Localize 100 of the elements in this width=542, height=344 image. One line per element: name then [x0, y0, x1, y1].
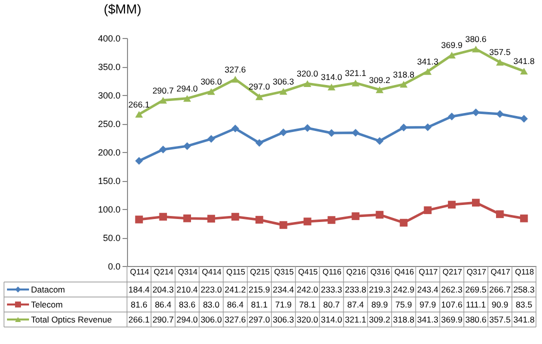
point — [159, 212, 167, 221]
data-label: 262.3 — [441, 284, 463, 294]
data-label: 86.4 — [154, 300, 172, 310]
point — [231, 212, 240, 221]
point — [328, 216, 336, 224]
x-tick-label: Q314 — [178, 268, 198, 276]
data-label: 266.7 — [489, 284, 511, 294]
point — [376, 137, 384, 145]
point — [183, 142, 192, 150]
point — [255, 93, 264, 100]
data-label: 266.1 — [128, 314, 150, 324]
point — [376, 86, 384, 94]
point — [231, 76, 240, 83]
data-label: 204.3 — [152, 284, 174, 294]
point — [352, 212, 360, 220]
text: 320.0 — [296, 68, 318, 79]
data-label: 83.0 — [202, 300, 220, 310]
data-label: 111.1 — [466, 300, 486, 310]
point — [280, 128, 288, 136]
x-tick-label: Q416 — [394, 268, 415, 276]
point — [280, 221, 288, 229]
data-label: 357.5 — [489, 314, 511, 324]
point — [328, 84, 336, 90]
data-label: 241.2 — [224, 284, 246, 294]
x-tick-label: Q216 — [346, 268, 366, 276]
data-label: 233.8 — [344, 284, 366, 294]
y-tick-label: 400.0 — [98, 34, 120, 44]
x-tick-label: Q317 — [466, 268, 487, 276]
data-label: 380.6 — [465, 314, 487, 324]
data-label: 81.1 — [251, 300, 268, 310]
data-label: 242.0 — [296, 284, 318, 294]
text: 341.3 — [417, 56, 438, 66]
point — [304, 80, 312, 87]
point — [448, 112, 456, 120]
data-label: 243.4 — [417, 284, 439, 294]
data-label: 86.4 — [226, 300, 244, 310]
y-tick-label: 200.0 — [98, 148, 120, 158]
data-label: 215.9 — [248, 284, 270, 294]
point — [255, 216, 264, 224]
text: 309.2 — [368, 74, 390, 85]
point — [448, 200, 456, 209]
x-tick-label: Q214 — [154, 268, 174, 276]
point — [183, 214, 192, 222]
point — [207, 135, 216, 143]
text: 297.0 — [248, 82, 270, 92]
point — [496, 110, 504, 118]
point — [159, 96, 167, 104]
data-label: 75.9 — [395, 300, 412, 310]
data-label: 258.3 — [513, 284, 535, 294]
point — [135, 216, 143, 224]
point — [328, 129, 336, 137]
legend-label: Telecom — [31, 300, 63, 310]
point — [472, 46, 480, 52]
text: 290.7 — [152, 85, 174, 96]
point — [135, 110, 143, 118]
data-label: 107.6 — [441, 300, 463, 310]
data-label: 80.7 — [323, 300, 340, 310]
data-label: 83.5 — [516, 300, 533, 310]
point — [231, 124, 240, 132]
y-tick-label: 250.0 — [98, 119, 120, 129]
data-label: 306.0 — [200, 314, 222, 324]
data-label: 223.0 — [200, 284, 222, 294]
data-label: 78.1 — [299, 300, 316, 310]
data-label: 321.1 — [344, 314, 366, 324]
point — [496, 58, 504, 66]
data-label: 234.4 — [272, 284, 294, 294]
point — [183, 95, 192, 102]
x-tick-label: Q415 — [298, 268, 318, 276]
text: 369.9 — [441, 40, 462, 50]
data-label: 327.6 — [224, 314, 246, 324]
data-label: 184.4 — [128, 284, 150, 294]
data-label: 306.3 — [272, 314, 294, 324]
point — [424, 68, 432, 75]
text: 341.8 — [513, 56, 535, 66]
point — [496, 210, 504, 218]
text: 380.6 — [465, 34, 486, 44]
data-label: 97.9 — [419, 300, 436, 310]
x-tick-label: Q115 — [226, 268, 246, 276]
point — [472, 108, 480, 116]
data-label: 341.3 — [417, 314, 439, 324]
text: 306.3 — [272, 76, 294, 86]
text: 318.8 — [393, 69, 414, 80]
point — [424, 123, 432, 132]
x-tick-label: Q117 — [418, 268, 438, 276]
data-label: 309.2 — [368, 314, 391, 324]
y-tick-label: 150.0 — [98, 176, 120, 186]
point — [255, 139, 264, 147]
point — [207, 214, 216, 223]
data-label: 242.9 — [393, 284, 415, 294]
legend-label: Datacom — [31, 284, 66, 294]
text: 306.0 — [200, 76, 222, 87]
data-label: 290.7 — [152, 314, 174, 324]
point — [400, 218, 408, 227]
x-tick-label: Q114 — [130, 268, 150, 276]
text: 266.1 — [128, 99, 150, 110]
y-axis-title: ($MM) — [104, 2, 142, 16]
point — [135, 157, 143, 165]
x-tick-label: Q414 — [202, 268, 222, 276]
y-tick-label: 350.0 — [98, 62, 120, 72]
point — [520, 114, 528, 123]
